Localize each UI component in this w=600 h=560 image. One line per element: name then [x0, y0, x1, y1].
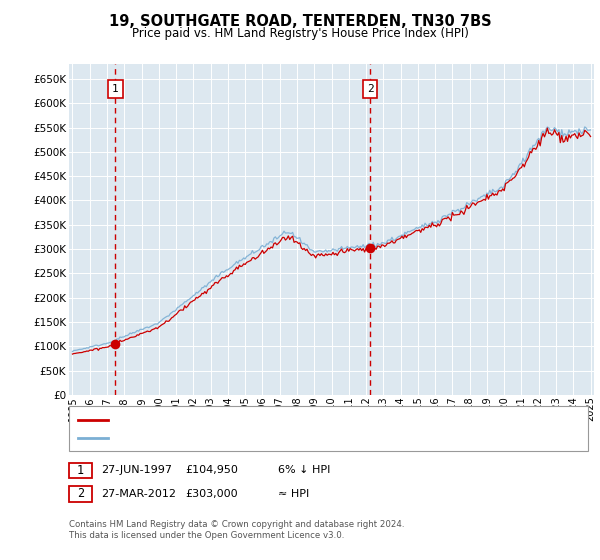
Text: 6% ↓ HPI: 6% ↓ HPI	[278, 465, 330, 475]
Text: 19, SOUTHGATE ROAD, TENTERDEN, TN30 7BS: 19, SOUTHGATE ROAD, TENTERDEN, TN30 7BS	[109, 14, 491, 29]
Text: £303,000: £303,000	[185, 489, 238, 499]
Text: Price paid vs. HM Land Registry's House Price Index (HPI): Price paid vs. HM Land Registry's House …	[131, 27, 469, 40]
Text: 19, SOUTHGATE ROAD, TENTERDEN, TN30 7BS (detached house): 19, SOUTHGATE ROAD, TENTERDEN, TN30 7BS …	[114, 416, 452, 426]
Text: £104,950: £104,950	[185, 465, 238, 475]
Text: 27-JUN-1997: 27-JUN-1997	[101, 465, 172, 475]
Text: HPI: Average price, detached house, Ashford: HPI: Average price, detached house, Ashf…	[114, 433, 347, 444]
Text: Contains HM Land Registry data © Crown copyright and database right 2024.: Contains HM Land Registry data © Crown c…	[69, 520, 404, 529]
Text: 1: 1	[77, 464, 84, 477]
Text: 2: 2	[367, 83, 374, 94]
Text: This data is licensed under the Open Government Licence v3.0.: This data is licensed under the Open Gov…	[69, 531, 344, 540]
Text: ≈ HPI: ≈ HPI	[278, 489, 309, 499]
Text: 1: 1	[112, 83, 119, 94]
Text: 2: 2	[77, 487, 84, 501]
Text: 27-MAR-2012: 27-MAR-2012	[101, 489, 176, 499]
